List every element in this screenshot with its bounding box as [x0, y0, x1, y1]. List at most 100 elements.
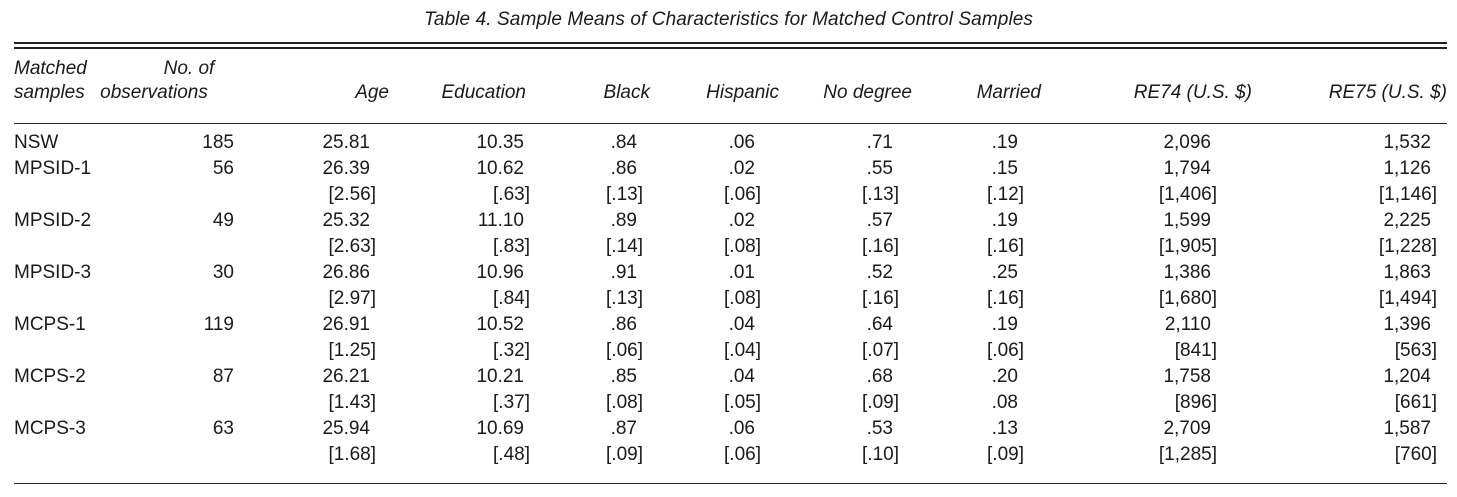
mean-cell-re74: 2,110	[1164, 314, 1211, 335]
se-cell-re74: [1,680]	[1158, 288, 1217, 309]
mean-cell-re75: 1,863	[1383, 262, 1431, 283]
se-cell-no-degree: [.16]	[862, 288, 899, 309]
se-cell-no-degree: [.16]	[862, 236, 899, 257]
mean-cell-married: .15	[991, 158, 1018, 179]
sample-name-cell: NSW	[14, 132, 59, 153]
empty-cell	[144, 390, 234, 416]
observations-cell: 56	[212, 158, 234, 179]
mean-cell-married: .25	[991, 262, 1018, 283]
table-row: MPSID-1 56 26.39 10.62 .86 .02 .55 .15 1,794 1,12…	[14, 156, 1447, 182]
mean-cell-black: .84	[610, 132, 637, 153]
se-cell-no-degree: [.09]	[862, 392, 899, 413]
se-cell-married: [.16]	[987, 288, 1024, 309]
table-row: MCPS-2 87 26.21 10.21 .85 .04 .68 .20 1,758 1,204	[14, 364, 1447, 390]
mean-cell-age: 26.91	[322, 314, 370, 335]
mean-cell-hispanic: .02	[728, 210, 755, 231]
se-cell-re74: [896]	[1174, 392, 1217, 413]
se-cell-re75: [661]	[1394, 392, 1437, 413]
mean-cell-re74: 2,096	[1163, 132, 1211, 153]
mean-cell-married: .19	[991, 314, 1018, 335]
mean-cell-age: 26.21	[322, 366, 370, 387]
se-cell-education: [.48]	[493, 444, 530, 465]
se-cell-re74: [1,406]	[1158, 184, 1217, 205]
observations-cell: 119	[203, 314, 234, 335]
mean-cell-no-degree: .57	[866, 210, 893, 231]
mean-cell-no-degree: .53	[866, 418, 893, 439]
mean-cell-hispanic: .01	[728, 262, 755, 283]
mean-cell-re75: 2,225	[1383, 210, 1431, 231]
table-row: NSW 185 25.81 10.35 .84 .06 .71 .19 2,096 1,532	[14, 116, 1447, 156]
mean-cell-no-degree: .68	[866, 366, 893, 387]
mean-cell-hispanic: .06	[728, 418, 755, 439]
header-obs-line1: No. of	[163, 58, 215, 79]
mean-cell-age: 26.86	[322, 262, 370, 283]
mean-cell-re74: 1,794	[1163, 158, 1211, 179]
se-cell-hispanic: [.08]	[724, 236, 761, 257]
matched-samples-table: Matched samples No. of observations Age …	[14, 57, 1447, 468]
header-education: Education	[441, 82, 526, 103]
header-matched-line2: samples	[14, 82, 85, 103]
table-row: MCPS-1 119 26.91 10.52 .86 .04 .64 .19 2,110 1,39…	[14, 312, 1447, 338]
sample-name-cell: MPSID-2	[14, 210, 92, 231]
mean-cell-re75: 1,532	[1383, 132, 1431, 153]
se-cell-re74: [1,285]	[1158, 444, 1217, 465]
top-double-rule-lower	[14, 47, 1447, 49]
mean-cell-married: .20	[991, 366, 1018, 387]
se-cell-re75: [1,146]	[1378, 184, 1437, 205]
empty-cell	[14, 286, 144, 312]
table-body: NSW 185 25.81 10.35 .84 .06 .71 .19 2,096 1,532 MP…	[14, 116, 1447, 468]
se-cell-black: [.06]	[606, 340, 643, 361]
se-cell-re74: [841]	[1174, 340, 1217, 361]
se-cell-black: [.09]	[606, 444, 643, 465]
mean-cell-re74: 1,758	[1163, 366, 1211, 387]
se-cell-age: [2.56]	[328, 184, 376, 205]
se-cell-age: [2.63]	[328, 236, 376, 257]
mean-cell-hispanic: .02	[728, 158, 755, 179]
header-obs-line2: observations	[100, 82, 208, 103]
top-double-rule-upper	[14, 42, 1447, 44]
mean-cell-education: 10.35	[476, 132, 524, 153]
header-black: Black	[603, 82, 650, 103]
header-matched-line1: Matched	[14, 58, 87, 79]
se-cell-age: [2.97]	[328, 288, 376, 309]
se-cell-hispanic: [.05]	[724, 392, 761, 413]
header-observations: No. of observations	[100, 57, 234, 116]
header-re75: RE75 (U.S. $)	[1328, 82, 1447, 103]
mean-cell-married: .19	[991, 132, 1018, 153]
table-row: MPSID-3 30 26.86 10.96 .91 .01 .52 .25 1,386 1,86…	[14, 260, 1447, 286]
table-caption: Table 4. Sample Means of Characteristics…	[423, 9, 1034, 30]
se-cell-black: [.13]	[606, 184, 643, 205]
header-age: Age	[355, 82, 389, 103]
se-cell-age: [1.43]	[328, 392, 376, 413]
se-cell-black: [.13]	[606, 288, 643, 309]
empty-cell	[14, 390, 144, 416]
table-row-se: [2.56] [.63] [.13] [.06] [.13] [.12] [1,406] [1…	[14, 182, 1447, 208]
se-cell-hispanic: [.06]	[724, 444, 761, 465]
mean-cell-education: 10.69	[476, 418, 524, 439]
se-cell-re75: [1,494]	[1378, 288, 1437, 309]
se-cell-education: [.32]	[493, 340, 530, 361]
mean-cell-hispanic: .06	[728, 132, 755, 153]
se-cell-married: [.16]	[987, 236, 1024, 257]
mean-cell-education: 10.52	[476, 314, 524, 335]
sample-name-cell: MCPS-1	[14, 314, 86, 335]
se-cell-education: [.84]	[493, 288, 530, 309]
table-row-se: [2.63] [.83] [.14] [.08] [.16] [.16] [1,905] [1…	[14, 234, 1447, 260]
se-cell-black: [.14]	[606, 236, 643, 257]
sample-name-cell: MPSID-3	[14, 262, 92, 283]
sample-name-cell: MCPS-3	[14, 418, 86, 439]
se-cell-education: [.63]	[493, 184, 530, 205]
sample-name-cell: MCPS-2	[14, 366, 86, 387]
se-cell-re74: [1,905]	[1158, 236, 1217, 257]
empty-cell	[14, 442, 144, 468]
mean-cell-no-degree: .71	[866, 132, 893, 153]
se-cell-married: .08	[991, 392, 1018, 413]
se-cell-age: [1.68]	[328, 444, 376, 465]
mean-cell-age: 25.94	[322, 418, 370, 439]
observations-cell: 87	[212, 366, 234, 387]
empty-cell	[14, 234, 144, 260]
table-row: MPSID-2 49 25.32 11.10 .89 .02 .57 .19 1,599 2,22…	[14, 208, 1447, 234]
mean-cell-black: .86	[610, 314, 637, 335]
mean-cell-age: 25.32	[322, 210, 370, 231]
mean-cell-no-degree: .64	[866, 314, 893, 335]
